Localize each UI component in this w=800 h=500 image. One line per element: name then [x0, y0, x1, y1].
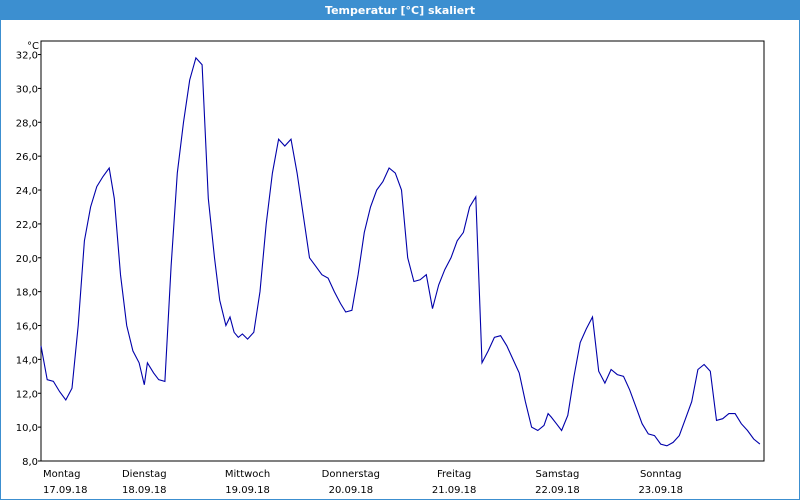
x-tick-day: Montag [43, 469, 80, 480]
temperature-line [40, 56, 761, 447]
y-tick-label: 22,0 [16, 220, 38, 231]
chart-lines [40, 56, 761, 447]
x-tick-date: 23.09.18 [638, 485, 683, 496]
x-tick-date: 18.09.18 [122, 485, 167, 496]
y-tick-label: 8,0 [22, 457, 38, 468]
plot-area [40, 40, 765, 462]
y-tick-label: 18,0 [16, 288, 38, 299]
x-tick-day: Donnerstag [322, 469, 380, 480]
x-tick-day: Mittwoch [225, 469, 270, 480]
y-tick-label: 10,0 [16, 423, 38, 434]
y-tick-label: 16,0 [16, 322, 38, 333]
chart-axes [38, 40, 765, 462]
x-tick-day: Samstag [536, 469, 580, 480]
window-title: Temperatur [°C] skaliert [1, 1, 799, 20]
y-tick-label: 26,0 [16, 152, 38, 163]
y-tick-label: 30,0 [16, 84, 38, 95]
y-tick-label: 20,0 [16, 254, 38, 265]
x-tick-day: Freitag [437, 469, 471, 480]
y-tick-label: 28,0 [16, 118, 38, 129]
x-tick-date: 22.09.18 [535, 485, 580, 496]
x-tick-date: 19.09.18 [225, 485, 270, 496]
y-tick-label: 14,0 [16, 355, 38, 366]
y-tick-label: 12,0 [16, 389, 38, 400]
x-tick-date: 20.09.18 [329, 485, 374, 496]
x-tick-date: 21.09.18 [432, 485, 477, 496]
y-axis-unit: °C [27, 41, 39, 52]
y-tick-label: 32,0 [16, 51, 38, 62]
chart-labels: 8,0 10,0 12,0 14,0 16,0 18,0 20,0 22,0 24,0 26,0 2… [16, 41, 683, 496]
x-tick-day: Sonntag [640, 469, 682, 480]
y-tick-label: 24,0 [16, 186, 38, 197]
x-tick-date: 17.09.18 [43, 485, 88, 496]
x-tick-day: Dienstag [122, 469, 167, 480]
